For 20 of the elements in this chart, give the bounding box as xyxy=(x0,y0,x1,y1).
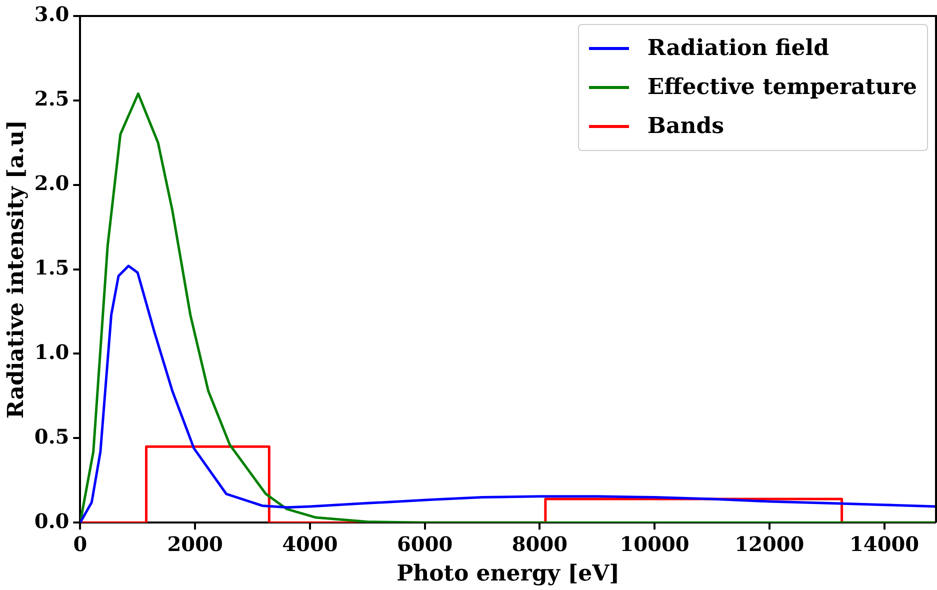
x-tick-label: 2000 xyxy=(167,532,223,556)
y-tick-label: 2.0 xyxy=(34,171,70,196)
x-tick-label: 8000 xyxy=(512,532,568,556)
legend-label: Radiation field xyxy=(647,34,830,63)
x-axis-title: Photo energy [eV] xyxy=(396,560,620,587)
y-tick-label: 0.5 xyxy=(34,424,70,448)
x-tick-label: 6000 xyxy=(396,532,453,556)
x-tick-label: 0 xyxy=(73,532,88,556)
y-tick-label: 1.5 xyxy=(34,256,70,280)
legend-label: Effective temperature xyxy=(647,73,917,102)
legend-label: Bands xyxy=(647,112,724,141)
x-tick-label: 10000 xyxy=(620,532,690,556)
x-tick-label: 12000 xyxy=(734,532,804,556)
y-axis-title: Radiative intensity [a.u] xyxy=(2,120,29,419)
y-tick-label: 3.0 xyxy=(34,2,70,26)
y-tick-label: 2.5 xyxy=(34,86,70,111)
x-tick-label: 4000 xyxy=(282,532,338,556)
y-tick-label: 0.0 xyxy=(34,508,70,533)
x-tick-label: 14000 xyxy=(850,532,920,556)
y-tick-label: 1.0 xyxy=(34,340,70,364)
